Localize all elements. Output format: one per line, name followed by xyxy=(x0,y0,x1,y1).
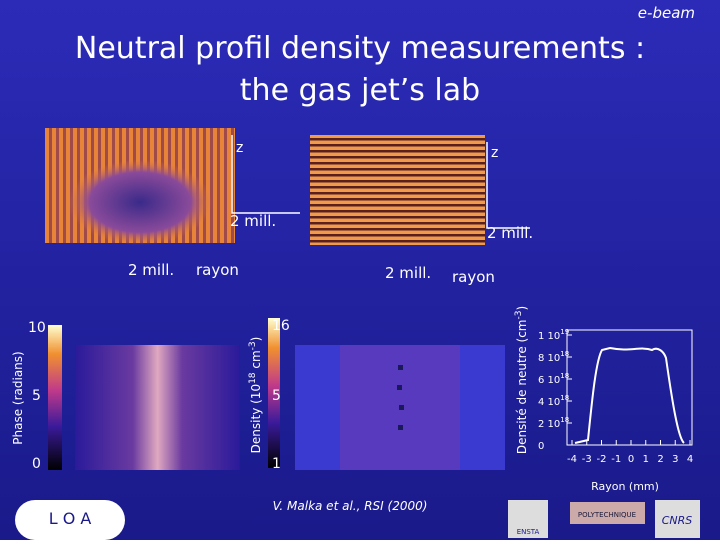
colorbar-tick: 1 xyxy=(272,456,281,472)
colorbar-tick: 10 xyxy=(28,320,46,336)
x-tick-label: -3 xyxy=(582,454,592,465)
polytechnique-logo xyxy=(570,502,645,524)
colorbar-tick: 5 xyxy=(272,388,281,404)
colorbar-label: Phase (radians) xyxy=(11,351,25,444)
profile-curve xyxy=(574,346,685,444)
loa-text: L O A xyxy=(49,509,92,528)
cnrs-logo xyxy=(655,500,700,538)
logo-text: POLYTECHNIQUE xyxy=(578,511,636,519)
scale-label: 2 mill. xyxy=(487,224,533,242)
x-tick-label: -2 xyxy=(597,454,607,465)
y-tick-label: 2 1018 xyxy=(538,416,569,430)
y-tick-label: 0 xyxy=(538,441,544,452)
colorbar xyxy=(268,318,280,468)
interferogram xyxy=(310,135,485,245)
reference: V. Malka et al., RSI (2000) xyxy=(273,499,428,513)
scale-label: 2 mill. xyxy=(128,261,174,279)
x-tick-label: 1 xyxy=(643,454,649,465)
title: Neutral profil density measurements : xyxy=(75,31,645,66)
y-tick-label: 6 1018 xyxy=(538,372,569,386)
x-tick-label: -4 xyxy=(567,454,577,465)
x-tick-label: 0 xyxy=(628,454,634,465)
interferogram-blob xyxy=(60,150,220,245)
y-tick-label: 1 1019 xyxy=(538,328,569,342)
colorbar-tick: 5 xyxy=(32,388,41,404)
axis-label: rayon xyxy=(196,261,239,279)
phase-map xyxy=(75,345,240,470)
colorbar xyxy=(48,325,62,470)
x-tick-label: -1 xyxy=(611,454,621,465)
colorbar-tick: 0 xyxy=(32,456,41,472)
plot-frame xyxy=(566,329,693,446)
scale-label: 2 mill. xyxy=(230,212,276,230)
logo-text: ENSTA xyxy=(517,528,540,536)
ensta-logo xyxy=(508,500,548,538)
tag: e-beam xyxy=(638,4,695,22)
axis-label: rayon xyxy=(452,268,495,286)
colorbar-label: Density (1018 cm-3) xyxy=(248,337,263,454)
x-tick-label: 4 xyxy=(687,454,693,465)
colorbar-tick: 16 xyxy=(272,318,290,334)
axis-label: z xyxy=(491,145,498,161)
x-tick-label: 3 xyxy=(672,454,678,465)
scale-label: 2 mill. xyxy=(385,264,431,282)
x-axis-label: Rayon (mm) xyxy=(591,480,659,493)
plot-ticks: 1 1019 8 1018 6 1018 4 1018 2 1018 0 -4 -3 -2 -1 0… xyxy=(538,328,693,465)
density-spots xyxy=(397,365,404,430)
axis-label: z xyxy=(236,140,243,156)
axis xyxy=(231,135,300,214)
y-tick-label: 8 1018 xyxy=(538,350,569,364)
logo-text: CNRS xyxy=(662,514,693,527)
y-axis-label: Densité de neutre (cm-3) xyxy=(514,306,529,454)
title: the gas jet’s lab xyxy=(240,73,480,108)
loa-logo xyxy=(15,500,125,540)
y-tick-label: 4 1018 xyxy=(538,394,569,408)
axis xyxy=(486,142,530,229)
x-tick-label: 2 xyxy=(657,454,663,465)
